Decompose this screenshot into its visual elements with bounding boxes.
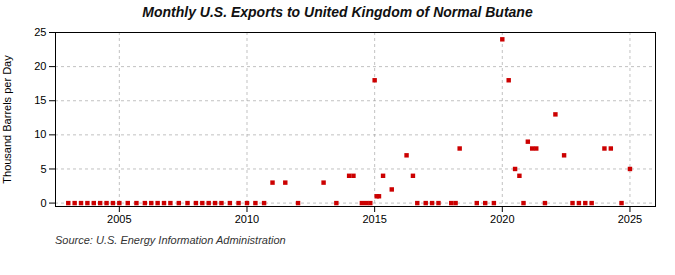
svg-text:2020: 2020: [490, 213, 514, 225]
html-text:Source: U.S. Energy Informatio: Source: U.S. Energy Information Administ…: [55, 234, 286, 246]
svg-text:2005: 2005: [107, 213, 131, 225]
svg-text:10: 10: [34, 128, 46, 140]
html-text:Monthly U.S. Exports to United: Monthly U.S. Exports to United Kingdom o…: [142, 4, 533, 20]
svg-text:20: 20: [34, 60, 46, 72]
svg-text:0: 0: [40, 197, 46, 209]
svg-text:Thousand Barrels per Day: Thousand Barrels per Day: [1, 55, 13, 184]
svg-text:2025: 2025: [618, 213, 642, 225]
svg-text:15: 15: [34, 94, 46, 106]
svg-text:25: 25: [34, 26, 46, 38]
svg-text:5: 5: [40, 162, 46, 174]
svg-text:2015: 2015: [362, 213, 386, 225]
svg-text:2010: 2010: [235, 213, 259, 225]
